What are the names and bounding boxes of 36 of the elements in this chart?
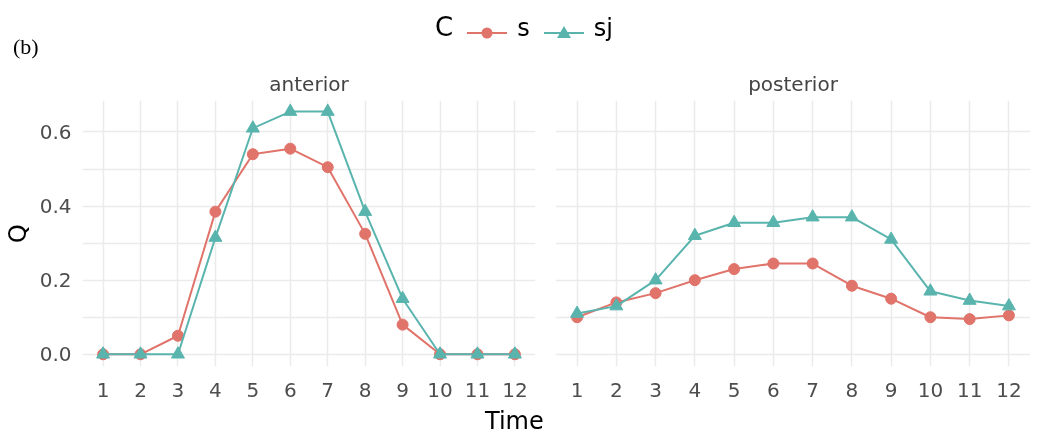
legend-label: sj [593, 14, 613, 42]
x-tick-label: 4 [688, 377, 702, 402]
x-tick-label: 1 [570, 377, 584, 402]
x-tick-label: 12 [996, 377, 1022, 402]
x-tick-label: 12 [502, 377, 528, 402]
chart-title: anterior [269, 71, 350, 96]
x-tick-label: 10 [917, 377, 944, 402]
x-tick-label: 11 [464, 377, 491, 402]
x-tick-label: 10 [427, 377, 453, 402]
x-tick-label: 6 [767, 377, 780, 402]
legend-title: C [435, 12, 454, 42]
x-tick-label: 9 [884, 377, 898, 402]
x-tick-label: 1 [96, 377, 110, 402]
x-tick-label: 3 [649, 377, 662, 402]
y-axis-title: Q [3, 224, 32, 243]
x-tick-label: 3 [171, 377, 185, 402]
x-axis-title: Time [485, 406, 544, 437]
x-tick-label: 5 [246, 377, 260, 402]
x-tick-label: 8 [358, 377, 372, 402]
x-tick-label: 9 [396, 377, 409, 402]
x-tick-label: 8 [845, 377, 859, 402]
chart-title: posterior [748, 71, 839, 96]
y-tick-label: 0.6 [39, 119, 72, 144]
y-tick-label: 0.2 [39, 268, 72, 293]
x-tick-label: 5 [727, 377, 741, 402]
y-tick-label: 0.4 [39, 194, 72, 219]
x-tick-label: 7 [806, 377, 819, 402]
x-tick-label: 4 [209, 377, 222, 402]
x-tick-label: 2 [134, 377, 147, 402]
y-tick-label: 0.0 [39, 342, 72, 367]
x-tick-label: 11 [956, 377, 983, 402]
x-tick-label: 2 [609, 377, 623, 402]
x-tick-label: 6 [283, 377, 297, 402]
x-tick-label: 7 [321, 377, 335, 402]
legend-label: s [517, 14, 530, 42]
text: (b) [13, 34, 39, 59]
